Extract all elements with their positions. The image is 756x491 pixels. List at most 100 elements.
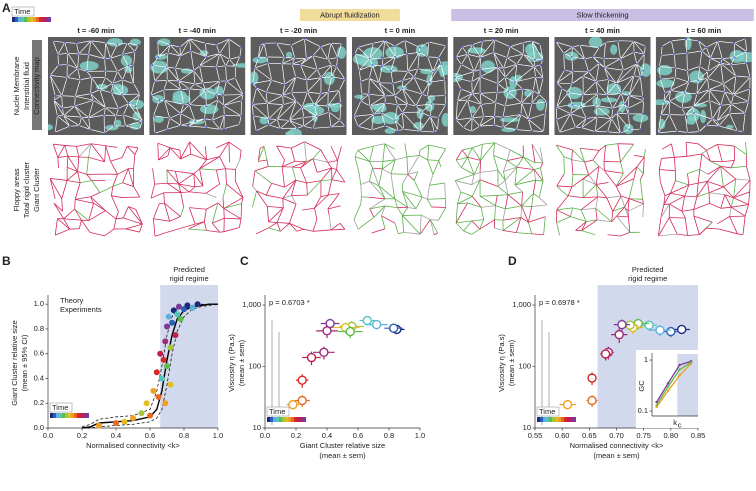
experiment-point bbox=[162, 400, 169, 407]
network-edge bbox=[660, 77, 676, 80]
cluster-edge bbox=[117, 168, 129, 175]
nucleus bbox=[92, 99, 95, 102]
network-edge bbox=[111, 92, 123, 95]
network-edge bbox=[497, 83, 509, 92]
cluster-edge bbox=[429, 219, 435, 236]
cluster-edge bbox=[434, 232, 438, 236]
nucleus bbox=[478, 125, 481, 128]
cluster-edge bbox=[257, 146, 265, 162]
nucleus bbox=[479, 75, 481, 78]
cluster-edge bbox=[263, 146, 268, 161]
experiment-point bbox=[165, 313, 172, 320]
network-edge bbox=[99, 83, 114, 90]
nucleus bbox=[79, 78, 82, 81]
network-edge bbox=[50, 75, 68, 78]
cluster-edge bbox=[88, 157, 105, 163]
point bbox=[322, 326, 332, 336]
network-edge bbox=[225, 59, 230, 66]
network-edge bbox=[258, 56, 268, 59]
network-edge bbox=[128, 65, 134, 84]
network-edge bbox=[354, 53, 360, 71]
cluster-edge bbox=[642, 157, 645, 174]
nucleus bbox=[623, 103, 626, 105]
cluster-edge bbox=[580, 207, 596, 211]
nucleus bbox=[275, 42, 278, 44]
nucleus bbox=[87, 116, 90, 119]
cluster-edge bbox=[543, 216, 546, 235]
network-edge bbox=[481, 102, 496, 105]
network-edge bbox=[686, 50, 702, 54]
network-edge bbox=[454, 64, 462, 78]
nucleus bbox=[266, 102, 269, 105]
network-edge bbox=[378, 82, 395, 96]
network-edge bbox=[223, 94, 244, 106]
network-edge bbox=[81, 116, 91, 130]
network-edge bbox=[212, 114, 225, 121]
cluster-edge bbox=[586, 219, 598, 222]
cluster-edge bbox=[123, 217, 143, 225]
network-edge bbox=[696, 89, 710, 95]
cluster-edge bbox=[281, 160, 285, 167]
network-edge bbox=[150, 81, 156, 96]
fluid-blob bbox=[499, 117, 520, 123]
network-edge bbox=[684, 114, 688, 133]
experiment-point bbox=[153, 369, 160, 376]
nucleus bbox=[569, 112, 572, 115]
cluster-edge bbox=[709, 203, 721, 209]
network-edge bbox=[204, 106, 207, 119]
network-edge bbox=[134, 44, 139, 52]
network-edge bbox=[193, 65, 200, 71]
cluster-edge bbox=[52, 144, 59, 158]
point bbox=[587, 373, 597, 383]
nucleus bbox=[283, 56, 286, 59]
network-edge bbox=[189, 38, 207, 57]
network-edge bbox=[595, 105, 612, 120]
network-edge bbox=[330, 43, 338, 58]
cluster-edge bbox=[193, 173, 204, 187]
network-edge bbox=[316, 111, 330, 117]
nucleus bbox=[661, 45, 663, 48]
nucleus bbox=[430, 103, 433, 105]
network-edge bbox=[456, 117, 473, 121]
cluster-edge bbox=[473, 171, 481, 175]
x-tick-label: 0.55 bbox=[528, 431, 543, 440]
network-edge bbox=[404, 40, 420, 48]
cluster-edge bbox=[494, 205, 496, 220]
nucleus bbox=[61, 107, 64, 110]
network-edge bbox=[252, 104, 254, 116]
cluster-edge bbox=[427, 144, 430, 160]
network-edge bbox=[139, 120, 143, 130]
cluster-edge bbox=[516, 232, 532, 235]
y-tick-label: 1.0 bbox=[34, 299, 44, 308]
cluster-edge bbox=[588, 166, 600, 176]
network-edge bbox=[556, 71, 574, 84]
network-edge bbox=[402, 104, 409, 113]
cluster-edge bbox=[239, 150, 242, 160]
fluid-blob bbox=[326, 103, 343, 109]
cluster-edge bbox=[81, 219, 91, 233]
network-edge bbox=[430, 116, 438, 131]
network-edge bbox=[327, 59, 332, 66]
nucleus bbox=[394, 55, 397, 58]
network-edge bbox=[502, 105, 506, 118]
network-edge bbox=[723, 83, 726, 92]
cluster-edge bbox=[528, 216, 546, 223]
nucleus bbox=[504, 76, 507, 79]
cluster-edge bbox=[420, 214, 431, 220]
fluid-blob bbox=[439, 68, 446, 78]
microscopy-image bbox=[655, 37, 752, 135]
cluster-edge bbox=[64, 145, 69, 157]
network-edge bbox=[495, 92, 498, 103]
network-edge bbox=[722, 58, 732, 66]
network-edge bbox=[121, 79, 123, 95]
cluster-edge bbox=[720, 194, 726, 209]
point bbox=[655, 325, 665, 335]
network-edge bbox=[624, 95, 630, 105]
nucleus bbox=[700, 50, 703, 52]
cluster-edge bbox=[731, 204, 749, 208]
network-edge bbox=[709, 100, 713, 120]
nucleus bbox=[251, 103, 254, 106]
network-edge bbox=[253, 115, 269, 120]
nucleus bbox=[744, 112, 747, 114]
network-edge bbox=[493, 52, 508, 58]
